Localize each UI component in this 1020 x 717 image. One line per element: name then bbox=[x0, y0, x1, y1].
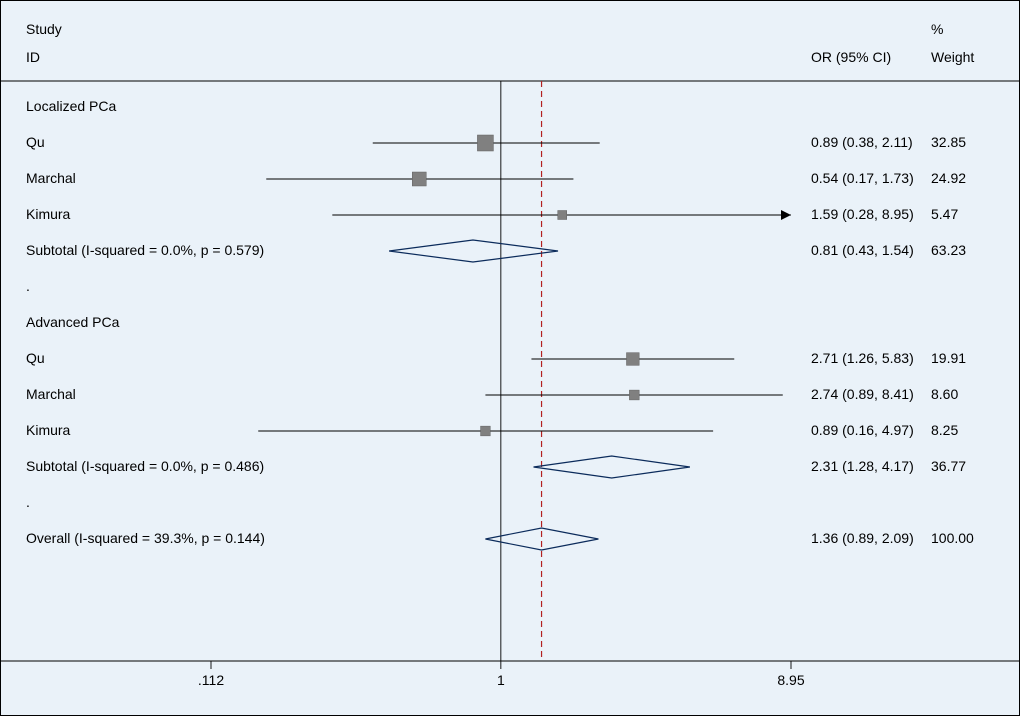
spacer-dot: . bbox=[26, 494, 30, 510]
or-ci-value: 1.36 (0.89, 2.09) bbox=[811, 530, 914, 546]
or-ci-value: 0.54 (0.17, 1.73) bbox=[811, 170, 914, 186]
weight-value: 63.23 bbox=[931, 242, 966, 258]
weight-value: 24.92 bbox=[931, 170, 966, 186]
subtotal-label: Subtotal (I-squared = 0.0%, p = 0.486) bbox=[26, 458, 264, 474]
study-label: Qu bbox=[26, 134, 45, 150]
study-label: Qu bbox=[26, 350, 45, 366]
subtotal-label: Subtotal (I-squared = 0.0%, p = 0.579) bbox=[26, 242, 264, 258]
study-label: Kimura bbox=[26, 422, 70, 438]
weight-value: 8.25 bbox=[931, 422, 958, 438]
study-label: Marchal bbox=[26, 170, 76, 186]
or-ci-value: 1.59 (0.28, 8.95) bbox=[811, 206, 914, 222]
group-title: Localized PCa bbox=[26, 98, 116, 114]
or-ci-value: 2.31 (1.28, 4.17) bbox=[811, 458, 914, 474]
weight-value: 5.47 bbox=[931, 206, 958, 222]
svg-text:8.95: 8.95 bbox=[777, 672, 804, 688]
study-label: Kimura bbox=[26, 206, 70, 222]
forest-plot-figure: Study ID OR (95% CI) % Weight .11218.95 … bbox=[0, 0, 1020, 716]
svg-text:.112: .112 bbox=[198, 672, 224, 688]
svg-text:1: 1 bbox=[497, 672, 505, 688]
subtotal-label: Overall (I-squared = 39.3%, p = 0.144) bbox=[26, 530, 265, 546]
or-ci-value: 0.89 (0.16, 4.97) bbox=[811, 422, 914, 438]
or-ci-value: 2.74 (0.89, 8.41) bbox=[811, 386, 914, 402]
or-ci-value: 0.81 (0.43, 1.54) bbox=[811, 242, 914, 258]
weight-value: 19.91 bbox=[931, 350, 966, 366]
study-label: Marchal bbox=[26, 386, 76, 402]
group-title: Advanced PCa bbox=[26, 314, 119, 330]
or-ci-value: 0.89 (0.38, 2.11) bbox=[811, 134, 913, 150]
weight-value: 36.77 bbox=[931, 458, 966, 474]
or-ci-value: 2.71 (1.26, 5.83) bbox=[811, 350, 914, 366]
spacer-dot: . bbox=[26, 278, 30, 294]
weight-value: 32.85 bbox=[931, 134, 966, 150]
weight-value: 100.00 bbox=[931, 530, 974, 546]
weight-value: 8.60 bbox=[931, 386, 958, 402]
